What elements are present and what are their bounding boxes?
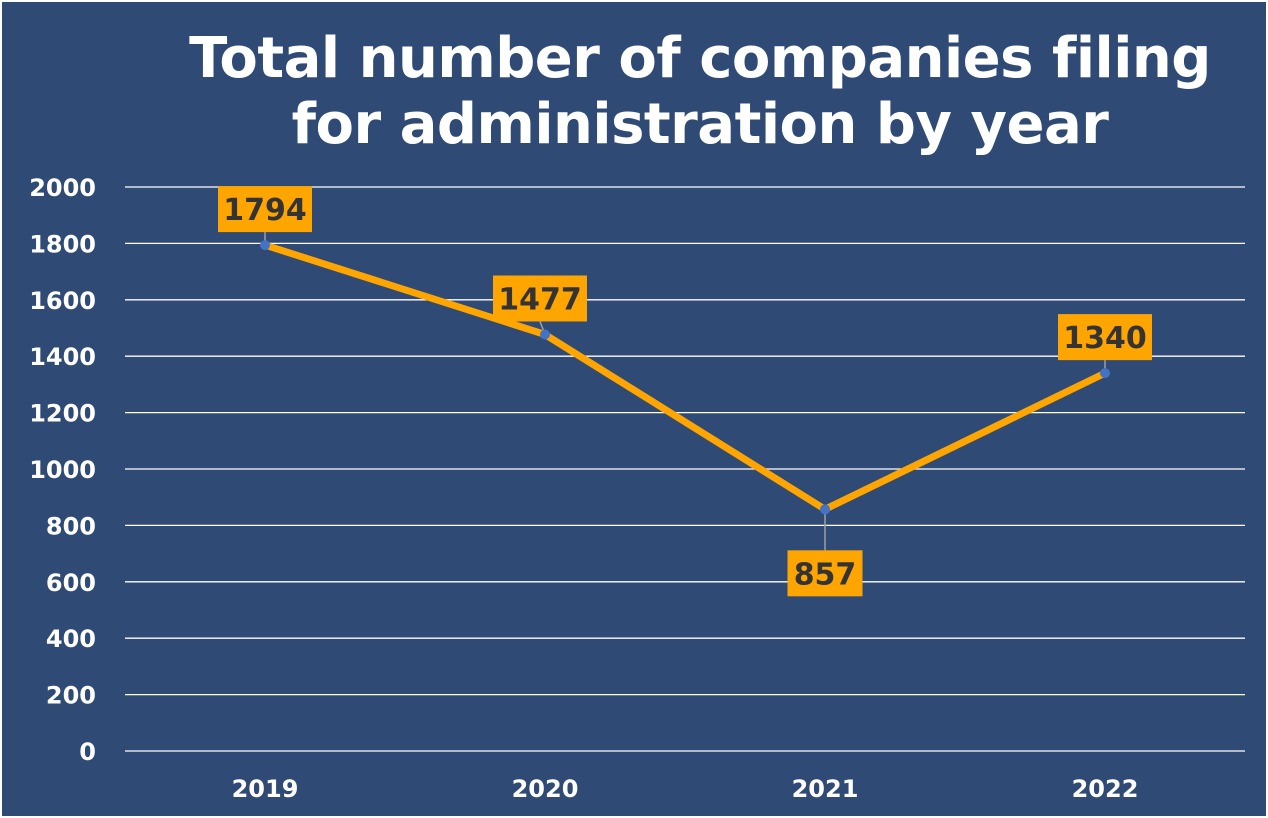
y-tick-label: 1400 xyxy=(29,343,96,371)
chart-title: Total number of companies filing for adm… xyxy=(189,26,1211,157)
data-label-text: 1340 xyxy=(1063,321,1147,356)
y-tick-label: 200 xyxy=(46,682,96,710)
data-label-text: 857 xyxy=(794,557,857,592)
data-label: 1794 xyxy=(218,186,312,233)
gridlines xyxy=(125,186,1245,752)
label-leader-lines xyxy=(264,232,1106,551)
y-tick-label: 400 xyxy=(46,625,96,653)
data-point xyxy=(260,240,270,251)
data-label-box xyxy=(218,186,312,233)
data-point xyxy=(540,329,550,340)
data-point xyxy=(820,504,830,515)
x-axis-ticks: 2019 2020 2021 2022 xyxy=(232,775,1139,803)
x-tick-label: 2020 xyxy=(512,775,579,803)
x-tick-label: 2021 xyxy=(792,775,859,803)
y-tick-label: 1000 xyxy=(29,456,96,484)
data-label-text: 1477 xyxy=(498,282,582,317)
x-tick-label: 2019 xyxy=(232,775,299,803)
series-line xyxy=(261,241,1109,513)
data-labels: 1794 1477 857 1340 xyxy=(218,186,1152,597)
data-label-text: 1794 xyxy=(223,193,307,228)
data-point xyxy=(1100,368,1110,379)
data-label: 1340 xyxy=(1058,314,1152,361)
y-tick-label: 600 xyxy=(46,569,96,597)
x-tick-label: 2022 xyxy=(1072,775,1139,803)
y-axis-ticks: 0 200 400 600 800 1000 1200 1400 1600 1800 2000 xyxy=(29,174,96,766)
y-tick-label: 0 xyxy=(79,738,96,766)
y-tick-label: 2000 xyxy=(29,174,96,202)
data-label-box xyxy=(493,275,587,322)
data-label: 1477 xyxy=(493,275,587,322)
data-markers xyxy=(260,240,1110,515)
y-tick-label: 1200 xyxy=(29,400,96,428)
y-tick-label: 800 xyxy=(46,512,96,540)
y-tick-label: 1600 xyxy=(29,287,96,315)
y-tick-label: 1800 xyxy=(29,230,96,258)
data-label-box xyxy=(787,550,863,597)
series-line-layer xyxy=(261,241,1109,513)
data-label-box xyxy=(1058,314,1152,361)
data-label: 857 xyxy=(787,550,863,597)
